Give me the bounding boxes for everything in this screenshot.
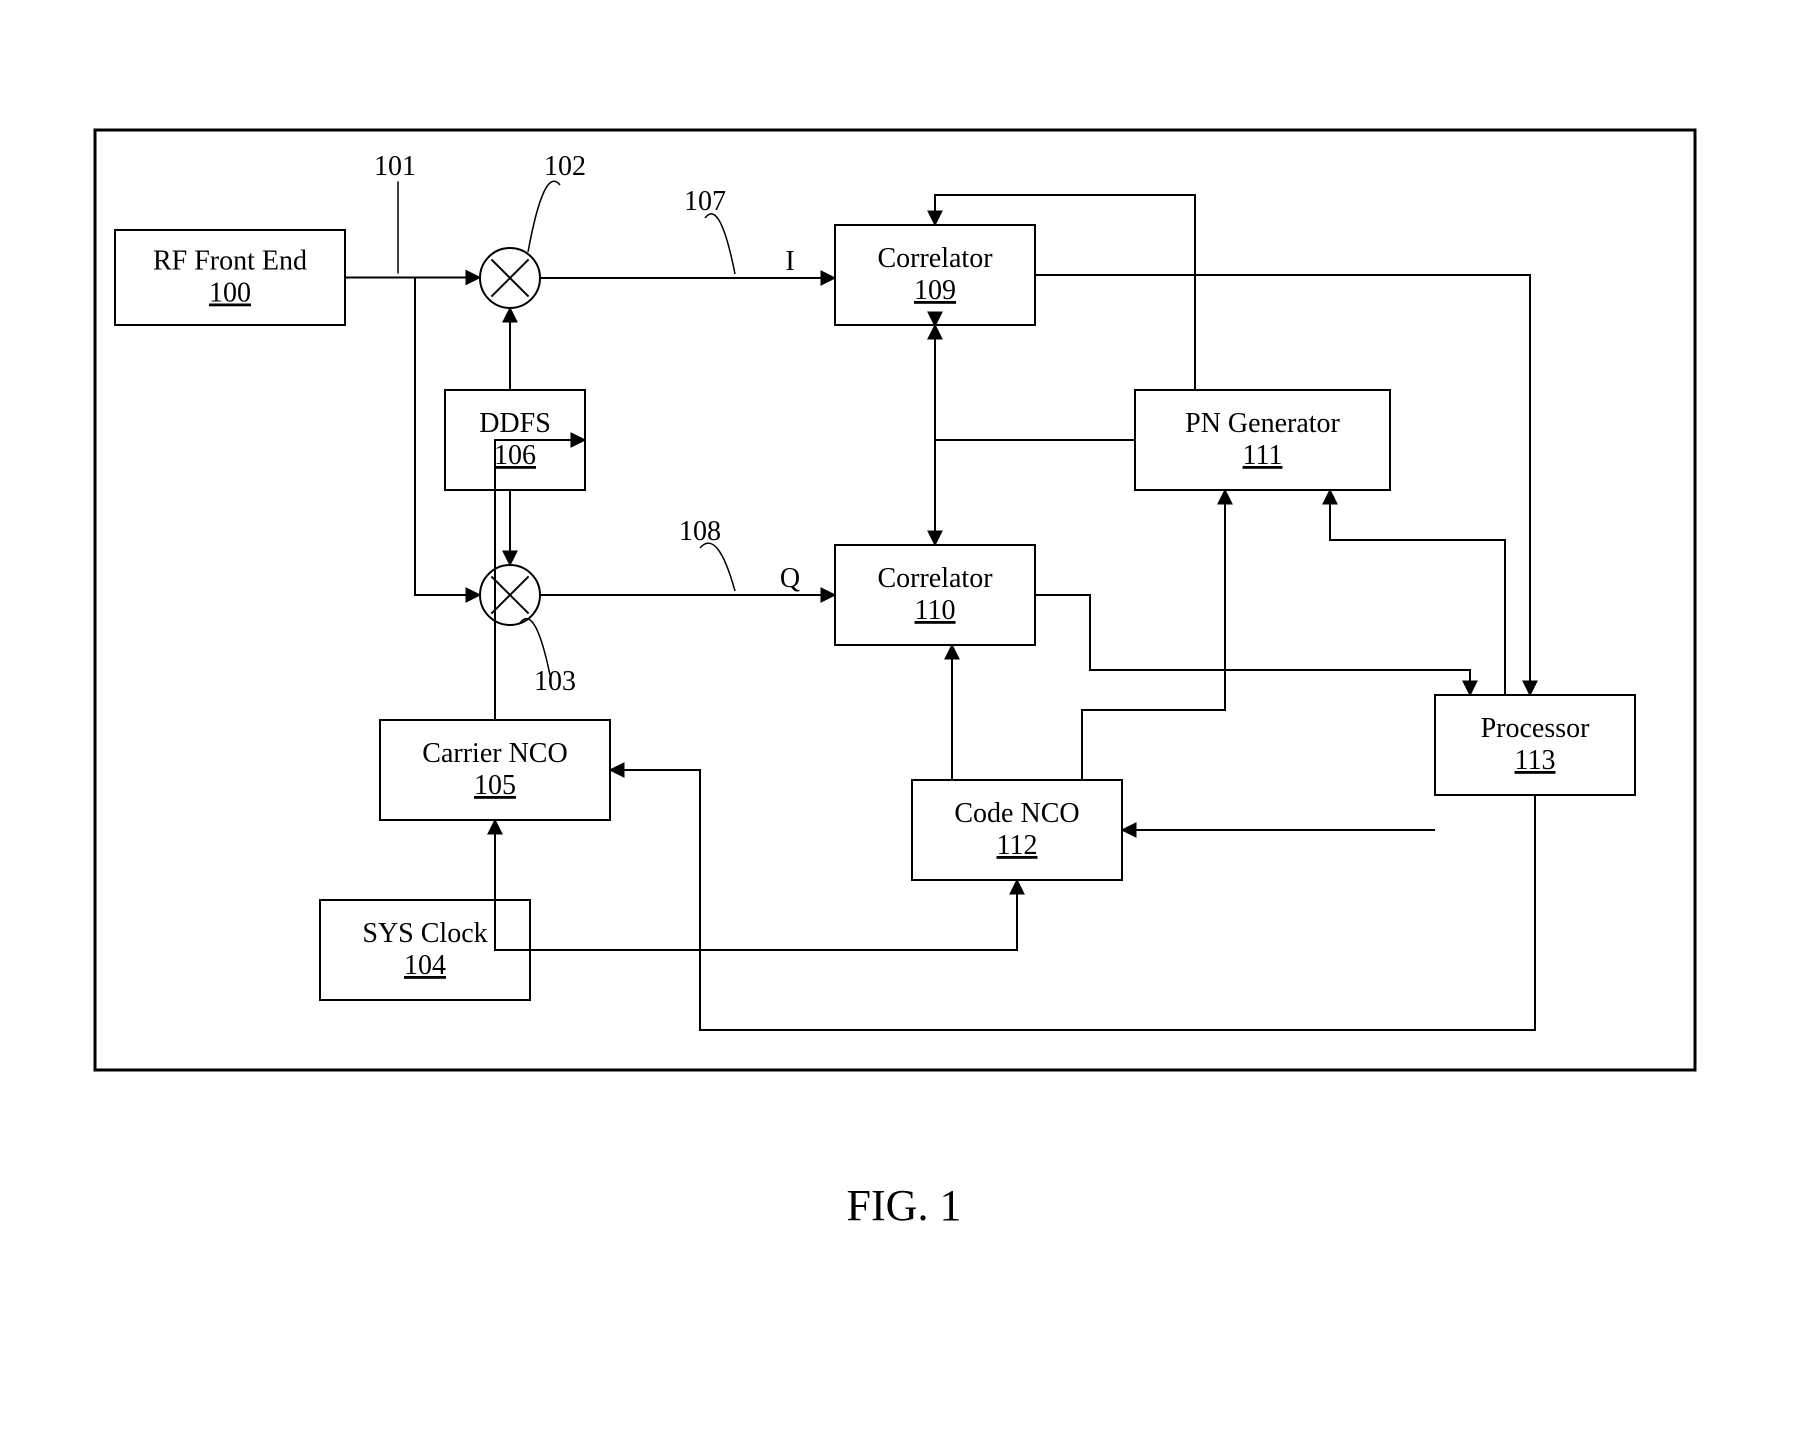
- callout-101: 101: [374, 151, 416, 182]
- block-corr1-title: Correlator: [877, 243, 993, 274]
- block-corr1-ref: 109: [914, 275, 956, 306]
- sysclk-to-codenco: [495, 880, 1017, 950]
- block-carrier-ref: 105: [474, 770, 516, 801]
- block-pn-ref: 111: [1243, 440, 1283, 471]
- block-rf-title: RF Front End: [153, 246, 307, 277]
- block-corr2-ref: 110: [915, 595, 956, 626]
- block-proc-title: Processor: [1481, 713, 1591, 744]
- block-ddfs-title: DDFS: [479, 408, 551, 439]
- callout-102: 102: [544, 151, 586, 182]
- block-ddfs-ref: 106: [494, 440, 536, 471]
- callout-103: 103: [534, 666, 576, 697]
- block-codenco-ref: 112: [997, 830, 1038, 861]
- block-proc-ref: 113: [1515, 745, 1556, 776]
- callout-107: 107: [684, 186, 726, 217]
- block-sysclk-title: SYS Clock: [362, 918, 487, 949]
- callout-108: 108: [679, 516, 721, 547]
- block-rf-ref: 100: [209, 278, 251, 309]
- block-pn-title: PN Generator: [1185, 408, 1340, 439]
- signal-q: Q: [780, 563, 800, 594]
- signal-i: I: [785, 246, 794, 277]
- codenco-to-pn: [1082, 490, 1225, 780]
- leader-102: [528, 181, 560, 252]
- block-codenco-title: Code NCO: [954, 798, 1079, 829]
- figure-caption: FIG. 1: [847, 1181, 962, 1230]
- leader-108: [700, 543, 735, 591]
- block-carrier-title: Carrier NCO: [422, 738, 567, 769]
- leader-107: [705, 214, 735, 274]
- corr2-to-proc: [1035, 595, 1470, 695]
- block-corr2-title: Correlator: [877, 563, 993, 594]
- block-sysclk-ref: 104: [404, 950, 446, 981]
- proc-to-pn: [1330, 490, 1505, 695]
